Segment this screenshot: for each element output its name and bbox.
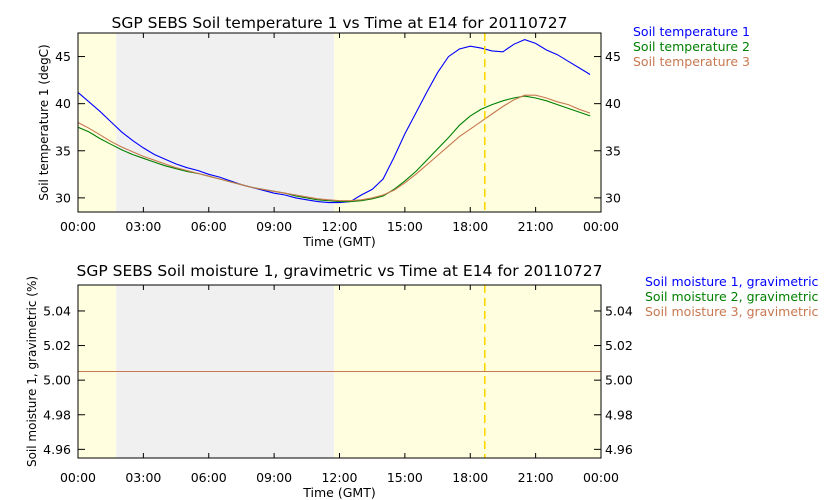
y-tick-label-right: 4.98	[605, 407, 633, 422]
x-tick-label: 15:00	[387, 470, 423, 485]
y-tick-label-left: 5.02	[43, 338, 71, 353]
y-tick-label-right: 45	[605, 49, 621, 64]
y-tick-label-right: 5.02	[605, 338, 633, 353]
shaded-region-missing	[116, 33, 335, 212]
x-tick-label: 00:00	[60, 219, 96, 234]
y-tick-label-left: 4.98	[43, 407, 71, 422]
y-tick-label-left: 5.00	[43, 373, 71, 388]
y-tick-label-right: 5.04	[605, 303, 633, 318]
y-tick-label-left: 45	[55, 49, 71, 64]
y-tick-label-right: 4.96	[605, 442, 633, 457]
y-tick-label-right: 30	[605, 190, 621, 205]
y-axis-label: Soil temperature 1 (degC)	[37, 44, 51, 201]
x-tick-label: 06:00	[191, 470, 227, 485]
legend-entry-1: Soil moisture 1, gravimetric	[645, 274, 819, 289]
legend-entry-3: Soil moisture 3, gravimetric	[645, 304, 819, 319]
x-tick-label: 21:00	[518, 219, 554, 234]
y-axis-label: Soil moisture 1, gravimetric (%)	[25, 276, 39, 467]
x-tick-label: 12:00	[321, 470, 357, 485]
series-line-3	[77, 94, 591, 202]
x-tick-label: 00:00	[583, 470, 619, 485]
chart-title: SGP SEBS Soil moisture 1, gravimetric vs…	[77, 262, 603, 280]
y-tick-label-right: 40	[605, 96, 621, 111]
y-tick-label-left: 35	[55, 143, 71, 158]
moisture-panel: 00:00 03:00 06:00 09:00 12:00 15:00 18:00 21:00…	[25, 262, 819, 500]
chart-title: SGP SEBS Soil temperature 1 vs Time at E…	[111, 14, 567, 32]
x-tick-label: 18:00	[452, 219, 488, 234]
x-tick-label: 12:00	[321, 219, 357, 234]
x-tick-label: 09:00	[256, 470, 292, 485]
x-tick-label: 06:00	[191, 219, 227, 234]
y-tick-label-left: 5.04	[43, 303, 71, 318]
x-tick-label: 00:00	[60, 470, 96, 485]
series-line-2	[77, 95, 591, 203]
x-tick-label: 21:00	[518, 470, 554, 485]
legend-entry-1: Soil temperature 1	[633, 24, 750, 39]
legend-entry-2: Soil temperature 2	[633, 39, 750, 54]
x-tick-label: 18:00	[452, 470, 488, 485]
x-tick-label: 03:00	[125, 470, 161, 485]
legend-entry-3: Soil temperature 3	[633, 54, 750, 69]
y-tick-label-right: 5.00	[605, 373, 633, 388]
x-tick-label: 09:00	[256, 219, 292, 234]
y-tick-label-left: 4.96	[43, 442, 71, 457]
y-tick-label-right: 35	[605, 143, 621, 158]
shaded-region-night	[334, 33, 601, 212]
y-tick-label-left: 30	[55, 190, 71, 205]
y-tick-label-left: 40	[55, 96, 71, 111]
x-axis-label: Time (GMT)	[302, 234, 375, 249]
shaded-region-night	[78, 33, 117, 212]
series-line-1	[77, 39, 591, 204]
legend-entry-2: Soil moisture 2, gravimetric	[645, 289, 819, 304]
x-tick-label: 15:00	[387, 219, 423, 234]
x-tick-label: 03:00	[125, 219, 161, 234]
x-axis-label: Time (GMT)	[302, 485, 375, 500]
temperature-panel: 00:00 03:00 06:00 09:00 12:00 15:00 18:00 21:00…	[37, 14, 750, 249]
x-tick-label: 00:00	[583, 219, 619, 234]
